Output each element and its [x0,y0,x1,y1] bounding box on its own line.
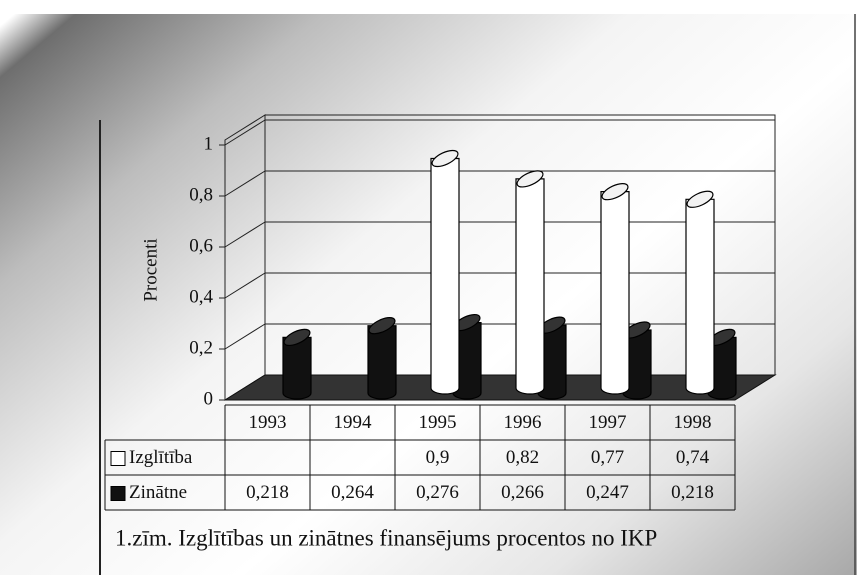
value-label: 0,77 [591,447,624,468]
bar-top [368,317,396,335]
bar-body [685,198,715,395]
bar-top [601,183,629,201]
x-tick-label: 1996 [504,412,542,433]
grid-line [224,323,266,350]
bar-top [686,190,714,208]
y-tick-label: 0,6 [189,235,213,256]
value-label: 0,247 [586,482,629,503]
x-tick-label: 1997 [589,412,627,433]
legend-label: Zinātne [129,482,187,503]
value-label: 0,9 [426,447,450,468]
grid-line [224,170,266,197]
x-tick-label: 1993 [249,412,287,433]
value-label: 0,266 [501,482,544,503]
y-tick-label: 0,8 [189,184,213,205]
legend-swatch [110,451,126,466]
bar-body [282,336,312,400]
bar-body [452,322,482,400]
value-label: 0,276 [416,482,459,503]
y-axis-label: Procenti [140,238,161,301]
bar-top [431,149,459,168]
x-tick-label: 1998 [674,412,712,433]
bar-body [707,336,737,400]
y-tick-label: 0,2 [189,337,213,358]
grid-line [224,119,266,146]
bar-top [283,328,311,347]
top-strip [0,0,857,14]
value-label: 0,74 [676,447,710,468]
value-label: 0,218 [671,482,714,503]
value-label: 0,264 [331,482,374,503]
x-tick-label: 1994 [334,412,373,433]
bar-body [537,324,567,400]
bar-body [622,329,652,400]
chart-title: 1.zīm. Izglītības un zinātnes finansējum… [115,525,657,550]
bar-top [516,170,544,188]
bar-body [367,325,397,400]
legend-label: Izglītība [129,447,193,468]
grid-line [224,272,266,299]
value-label: 0,218 [246,482,289,503]
value-label: 0,82 [506,447,539,468]
side-wall [224,114,266,401]
bar-body [600,191,630,395]
y-tick-label: 0,4 [189,286,213,307]
legend-swatch [110,486,126,501]
y-tick-label: 0 [204,388,214,409]
bar-body [515,178,545,395]
grid-line [224,221,266,248]
y-tick-label: 1 [204,133,214,154]
bar-body [430,157,460,395]
x-tick-label: 1995 [419,412,457,433]
